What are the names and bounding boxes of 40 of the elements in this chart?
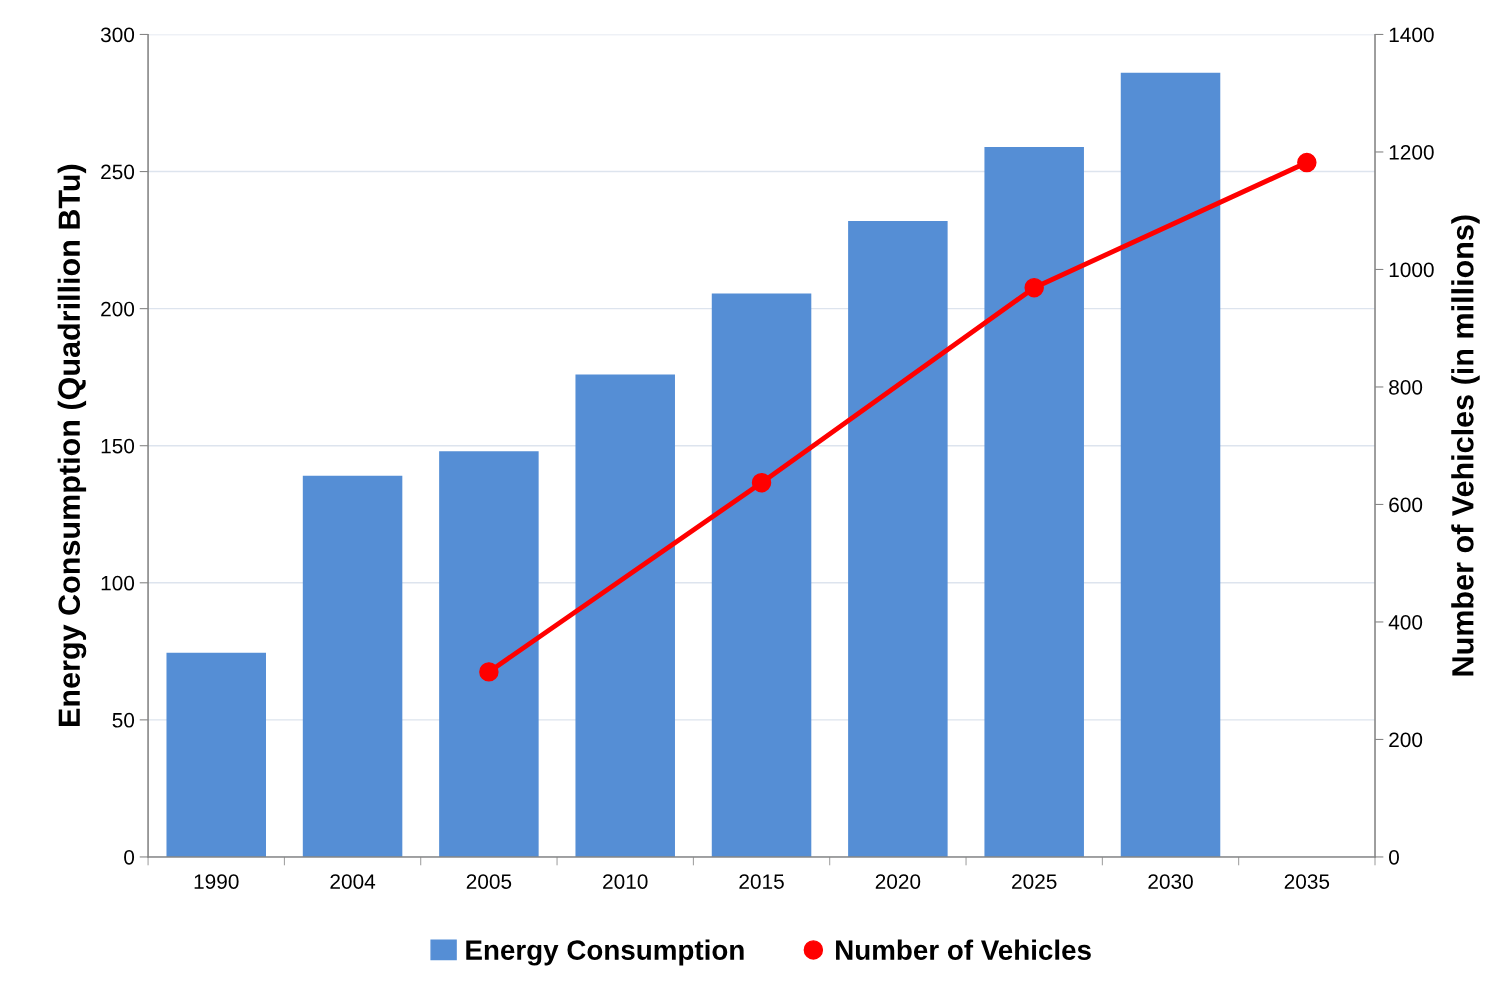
x-tick-label: 1990	[194, 874, 239, 889]
y-tick-label: 150	[101, 438, 135, 454]
bar	[1120, 72, 1221, 857]
bar	[166, 652, 266, 857]
bar	[848, 220, 948, 857]
x-tick-label: 2005	[466, 874, 512, 889]
point	[1297, 152, 1317, 173]
y2-tick-label: 0	[1389, 849, 1399, 865]
x-tick-label: 2010	[603, 874, 648, 889]
y-tick-label: 200	[101, 301, 135, 317]
bar	[711, 293, 812, 857]
x-tick-label: 2015	[739, 874, 784, 889]
point	[479, 662, 499, 682]
bar	[575, 374, 675, 857]
y-tick-label: 100	[101, 575, 135, 591]
bar	[439, 451, 539, 857]
x-tick-label: 2030	[1148, 874, 1193, 889]
point	[751, 473, 772, 493]
y-tick-label: 250	[101, 164, 135, 180]
bar	[302, 475, 403, 857]
y2-tick-label: 800	[1389, 379, 1423, 395]
bar	[984, 146, 1084, 857]
y2-axis-title: Number of Vehicles (in millions)	[1451, 215, 1480, 676]
x-tick-label: 2020	[875, 874, 921, 889]
y-tick-label: 0	[124, 849, 135, 865]
y-axis-title: Energy Consumption (Quadrillion BTu)	[57, 164, 87, 726]
y2-tick-label: 1400	[1389, 27, 1434, 43]
y2-tick-label: 1200	[1389, 144, 1434, 160]
point	[1024, 277, 1044, 298]
y-tick-label: 50	[112, 712, 135, 728]
x-tick-label: 2004	[330, 874, 376, 889]
x-tick-label: 2035	[1284, 874, 1330, 889]
legend-label: Energy Consumption	[466, 939, 744, 966]
y2-tick-label: 200	[1389, 732, 1423, 748]
x-tick-label: 2025	[1012, 874, 1057, 889]
y2-tick-label: 1000	[1389, 262, 1434, 278]
y2-tick-label: 400	[1388, 614, 1423, 630]
y-tick-label: 300	[100, 27, 135, 43]
y2-tick-label: 600	[1389, 497, 1423, 513]
legend-label: Number of Vehicles	[836, 939, 1091, 960]
